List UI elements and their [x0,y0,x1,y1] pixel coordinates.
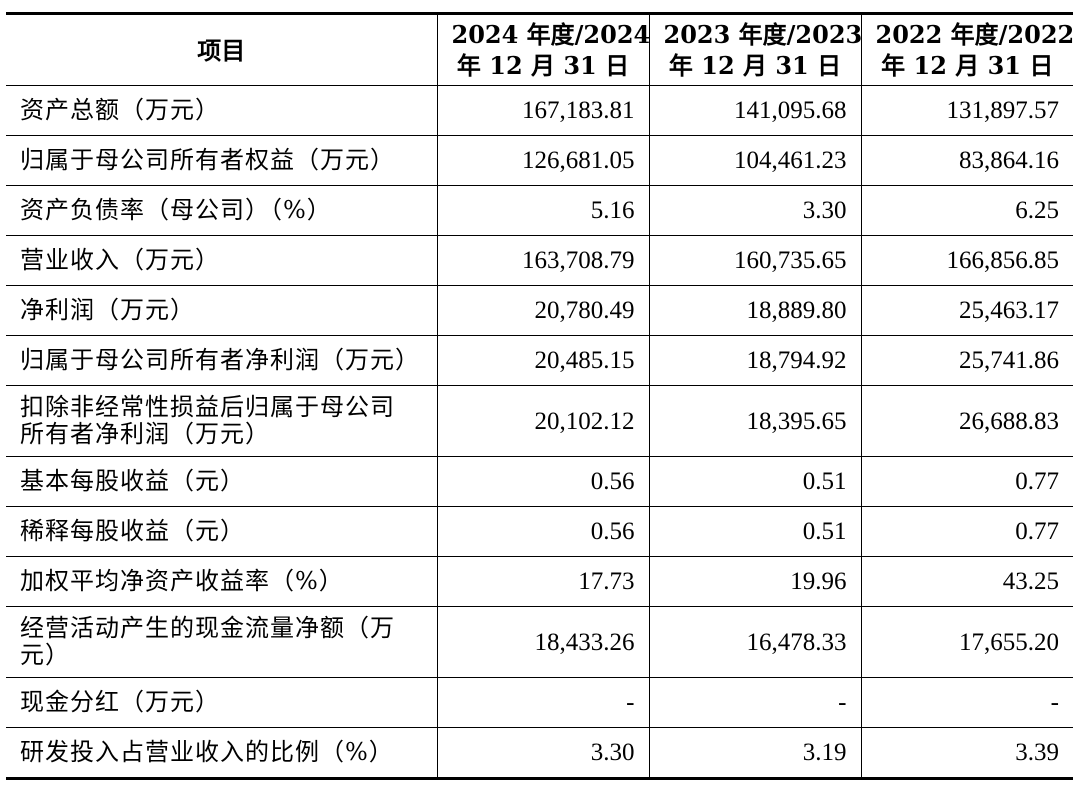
value-2023: 16,478.33 [648,606,862,678]
table-row: 归属于母公司所有者净利润（万元） 20,485.15 18,794.92 25,… [6,335,1073,386]
value-2022: 17,655.20 [860,606,1073,678]
value-2024: 126,681.05 [436,135,650,186]
table-row: 现金分红（万元） - - - [6,677,1073,728]
table-row: 稀释每股收益（元） 0.56 0.51 0.77 [6,506,1073,557]
value-2022: 25,741.86 [860,335,1073,386]
table-row: 基本每股收益（元） 0.56 0.51 0.77 [6,456,1073,507]
row-label: 研发投入占营业收入的比例（%） [6,727,438,780]
row-label-line1: 经营活动产生的现金流量净额（万 [20,614,395,642]
row-label: 资产总额（万元） [6,85,438,136]
value-2022: 83,864.16 [860,135,1073,186]
value-2024: 17.73 [436,556,650,607]
value-2024: 3.30 [436,727,650,780]
row-label: 基本每股收益（元） [6,456,438,507]
header-item: 项目 [6,12,438,86]
row-label: 加权平均净资产收益率（%） [6,556,438,607]
value-2024: 0.56 [436,456,650,507]
table-row: 经营活动产生的现金流量净额（万 元） 18,433.26 16,478.33 1… [6,606,1073,678]
row-label: 稀释每股收益（元） [6,506,438,557]
value-2023: 3.19 [648,727,862,780]
value-2023: 18,794.92 [648,335,862,386]
row-label-line1: 扣除非经常性损益后归属于母公司 [20,393,395,421]
header-item-label: 项目 [197,35,246,65]
financial-summary-table: 项目 2024 年度/2024 年 12 月 31 日 2023 年度/2023… [6,12,1073,780]
value-2022: 0.77 [860,456,1073,507]
header-2022: 2022 年度/2022 年 12 月 31 日 [860,12,1074,86]
value-2024: 167,183.81 [436,85,650,136]
value-2024: 18,433.26 [436,606,650,678]
value-2022: 25,463.17 [860,285,1073,336]
header-2023: 2023 年度/2023 年 12 月 31 日 [648,12,862,86]
value-2023: - [648,677,862,728]
value-2024: 5.16 [436,185,650,236]
value-2023: 18,395.65 [648,385,862,457]
row-label: 经营活动产生的现金流量净额（万 元） [6,606,438,678]
header-2023-line2: 年 12 月 31 日 [668,51,842,80]
header-2024-line1: 2024 年度/2024 [451,20,649,49]
value-2023: 141,095.68 [648,85,862,136]
header-2022-line1: 2022 年度/2022 [875,20,1074,49]
value-2023: 104,461.23 [648,135,862,186]
value-2022: 131,897.57 [860,85,1073,136]
table-header-row: 项目 2024 年度/2024 年 12 月 31 日 2023 年度/2023… [6,12,1074,86]
row-label: 扣除非经常性损益后归属于母公司 所有者净利润（万元） [6,385,438,457]
value-2024: 20,102.12 [436,385,650,457]
value-2022: 26,688.83 [860,385,1073,457]
value-2024: 0.56 [436,506,650,557]
row-label: 资产负债率（母公司）（%） [6,185,438,236]
table-row: 净利润（万元） 20,780.49 18,889.80 25,463.17 [6,285,1073,336]
value-2022: 43.25 [860,556,1073,607]
table-row: 加权平均净资产收益率（%） 17.73 19.96 43.25 [6,556,1073,607]
row-label: 归属于母公司所有者权益（万元） [6,135,438,186]
value-2023: 160,735.65 [648,235,862,286]
value-2022: 0.77 [860,506,1073,557]
value-2022: 166,856.85 [860,235,1073,286]
value-2022: - [860,677,1073,728]
value-2024: 20,485.15 [436,335,650,386]
value-2022: 3.39 [860,727,1073,780]
table-row: 资产负债率（母公司）（%） 5.16 3.30 6.25 [6,185,1073,236]
value-2022: 6.25 [860,185,1073,236]
value-2023: 0.51 [648,456,862,507]
header-2022-line2: 年 12 月 31 日 [881,51,1054,80]
row-label-line2: 所有者净利润（万元） [20,420,270,448]
value-2024: 163,708.79 [436,235,650,286]
table-row: 扣除非经常性损益后归属于母公司 所有者净利润（万元） 20,102.12 18,… [6,385,1073,457]
value-2023: 18,889.80 [648,285,862,336]
row-label: 归属于母公司所有者净利润（万元） [6,335,438,386]
value-2023: 3.30 [648,185,862,236]
row-label-line2: 元） [20,641,70,669]
row-label: 现金分红（万元） [6,677,438,728]
header-2023-line1: 2023 年度/2023 [663,20,861,49]
row-label: 净利润（万元） [6,285,438,336]
table-row: 资产总额（万元） 167,183.81 141,095.68 131,897.5… [6,85,1073,136]
value-2024: - [436,677,650,728]
header-2024: 2024 年度/2024 年 12 月 31 日 [436,12,650,86]
row-label: 营业收入（万元） [6,235,438,286]
header-2024-line2: 年 12 月 31 日 [456,51,630,80]
table-row: 研发投入占营业收入的比例（%） 3.30 3.19 3.39 [6,727,1073,780]
table-row: 营业收入（万元） 163,708.79 160,735.65 166,856.8… [6,235,1073,286]
table-row: 归属于母公司所有者权益（万元） 126,681.05 104,461.23 83… [6,135,1073,186]
value-2023: 0.51 [648,506,862,557]
value-2023: 19.96 [648,556,862,607]
value-2024: 20,780.49 [436,285,650,336]
